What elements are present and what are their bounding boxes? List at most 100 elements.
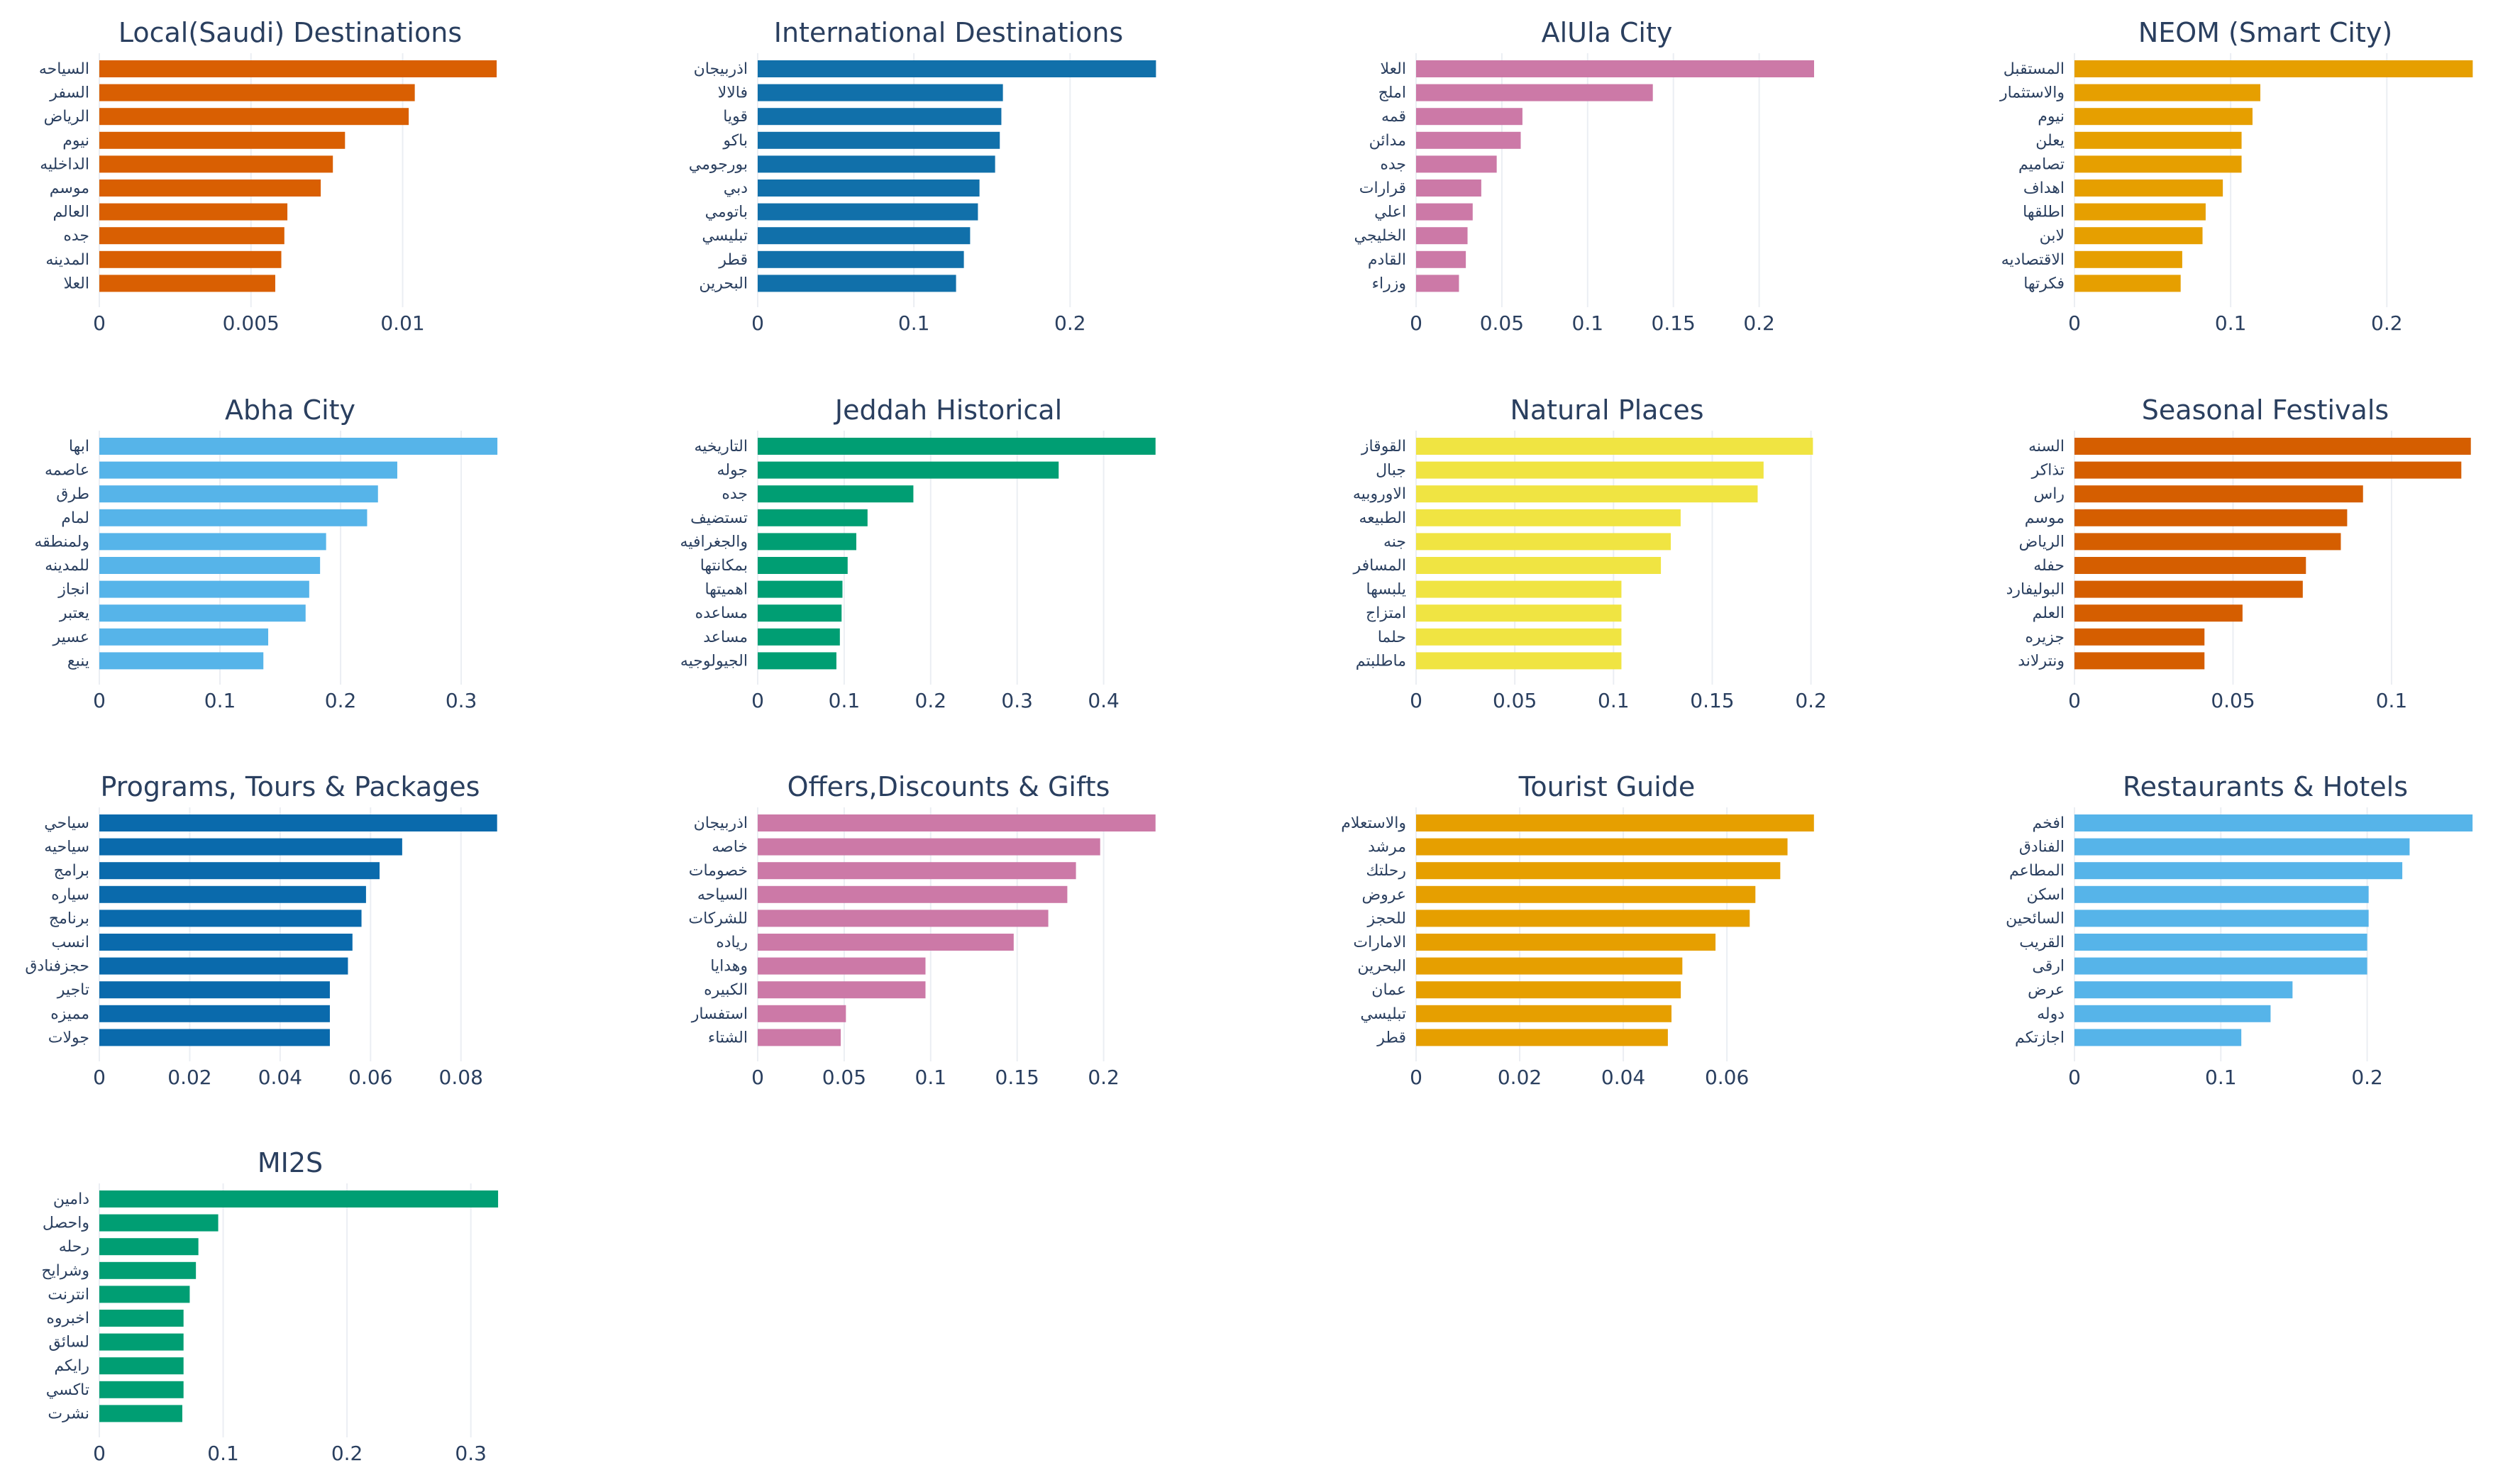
bar [2074, 885, 2369, 903]
x-tick-label: 0.06 [1705, 1066, 1749, 1089]
y-category-label: جده [63, 227, 89, 245]
y-category-label: جولات [48, 1029, 89, 1046]
y-category-label: والاستثمار [1999, 84, 2065, 102]
y-category-label: موسم [50, 179, 89, 197]
y-category-label: اجازتكم [2015, 1029, 2065, 1046]
y-category-label: الامارات [1353, 934, 1406, 951]
y-category-label: انجاز [57, 581, 89, 599]
bar [99, 652, 264, 670]
bar [758, 179, 980, 197]
bar [2074, 155, 2242, 173]
bar [2074, 910, 2369, 927]
y-category-label: مميزه [50, 1005, 89, 1023]
chart-title: MI2S [258, 1147, 323, 1178]
x-tick-label: 0.1 [898, 311, 930, 335]
bar [1416, 862, 1781, 880]
y-category-label: قرارات [1359, 179, 1406, 197]
bar [2074, 60, 2473, 77]
bar [758, 485, 914, 503]
bar [1416, 155, 1497, 173]
y-category-label: رياده [716, 934, 748, 951]
y-category-label: طرق [56, 485, 89, 503]
y-category-label: والاستعلام [1341, 814, 1406, 832]
bar [2074, 838, 2410, 856]
bar [2074, 1029, 2242, 1046]
y-category-label: عرض [2028, 981, 2065, 999]
y-category-label: استفسار [691, 1005, 748, 1023]
x-tick-label: 0.2 [325, 689, 357, 712]
bar [758, 838, 1100, 856]
x-tick-label: 0.05 [2211, 689, 2255, 712]
y-category-label: العلا [63, 275, 89, 292]
y-category-label: باكو [722, 132, 748, 150]
y-category-label: الشتاء [708, 1029, 748, 1046]
chart-panel: International Destinations 0 0.1 0.2 اذربيجا… [689, 17, 1156, 335]
bar [1416, 60, 1814, 77]
y-category-label: لابن [2040, 227, 2065, 245]
x-tick-label: 0.1 [1572, 311, 1604, 335]
bar [99, 1190, 499, 1208]
x-tick-label: 0 [93, 1442, 106, 1465]
chart-title: Natural Places [1510, 394, 1703, 426]
y-category-label: حلما [1378, 629, 1406, 646]
y-category-label: القريب [2019, 934, 2065, 951]
bar [758, 155, 995, 173]
y-category-label: عاصمه [45, 462, 89, 480]
bar [99, 604, 306, 622]
x-tick-label: 0 [751, 689, 764, 712]
chart-title: Tourist Guide [1518, 771, 1696, 802]
bar [2074, 628, 2205, 646]
x-tick-label: 0.1 [1598, 689, 1630, 712]
bar [99, 1214, 219, 1232]
bar [1416, 934, 1716, 951]
chart-title: International Destinations [774, 17, 1123, 48]
y-category-label: تاجير [57, 981, 89, 999]
chart-title: Local(Saudi) Destinations [118, 17, 462, 48]
chart-panel: Seasonal Festivals 0 0.05 0.1 السنه تذاكر راس م… [2006, 394, 2471, 712]
bar [2074, 227, 2203, 245]
chart-title: Restaurants & Hotels [2123, 771, 2408, 802]
y-category-label: تبليسي [1360, 1005, 1406, 1023]
bar [2074, 862, 2403, 880]
y-category-label: الاقتصاديه [2001, 251, 2065, 269]
bar [99, 838, 402, 856]
bar [1416, 604, 1622, 622]
y-category-label: سياره [51, 886, 89, 904]
chart-panel: Offers,Discounts & Gifts 0 0.05 0.1 0.15 0.2 ا… [688, 771, 1156, 1089]
bar [1416, 814, 1814, 831]
y-category-label: اهميتها [704, 581, 748, 599]
y-category-label: انسب [52, 934, 89, 951]
y-category-label: ابها [69, 438, 89, 455]
bar [1416, 910, 1750, 927]
bar [2074, 580, 2303, 598]
bar [758, 461, 1059, 479]
bar [99, 1238, 199, 1256]
y-category-label: اذربيجان [694, 60, 748, 78]
bar [1416, 957, 1683, 975]
x-tick-label: 0.05 [1493, 689, 1537, 712]
chart-panel: Tourist Guide 0 0.02 0.04 0.06 والاستعلام مرشد… [1341, 771, 1814, 1089]
bar [2074, 84, 2260, 101]
bar [2074, 250, 2182, 268]
x-tick-label: 0 [93, 1066, 106, 1089]
x-tick-label: 0 [2068, 311, 2081, 335]
y-category-label: دبي [724, 179, 748, 197]
bar [758, 1005, 846, 1022]
bar [99, 885, 366, 903]
y-category-label: عمان [1371, 981, 1406, 999]
y-category-label: اسكن [2027, 886, 2065, 904]
y-category-label: السائحين [2006, 910, 2065, 927]
bar [2074, 108, 2253, 126]
bar [758, 862, 1076, 880]
x-tick-label: 0.2 [915, 689, 947, 712]
bar [99, 509, 368, 526]
x-tick-label: 0.02 [1498, 1066, 1542, 1089]
bar [758, 934, 1014, 951]
bar [2074, 604, 2243, 622]
y-category-label: المستقبل [2004, 60, 2065, 78]
bar [99, 981, 330, 999]
bar [99, 227, 284, 245]
bar [1416, 203, 1473, 221]
x-tick-label: 0.2 [331, 1442, 363, 1465]
bar [99, 1381, 184, 1398]
